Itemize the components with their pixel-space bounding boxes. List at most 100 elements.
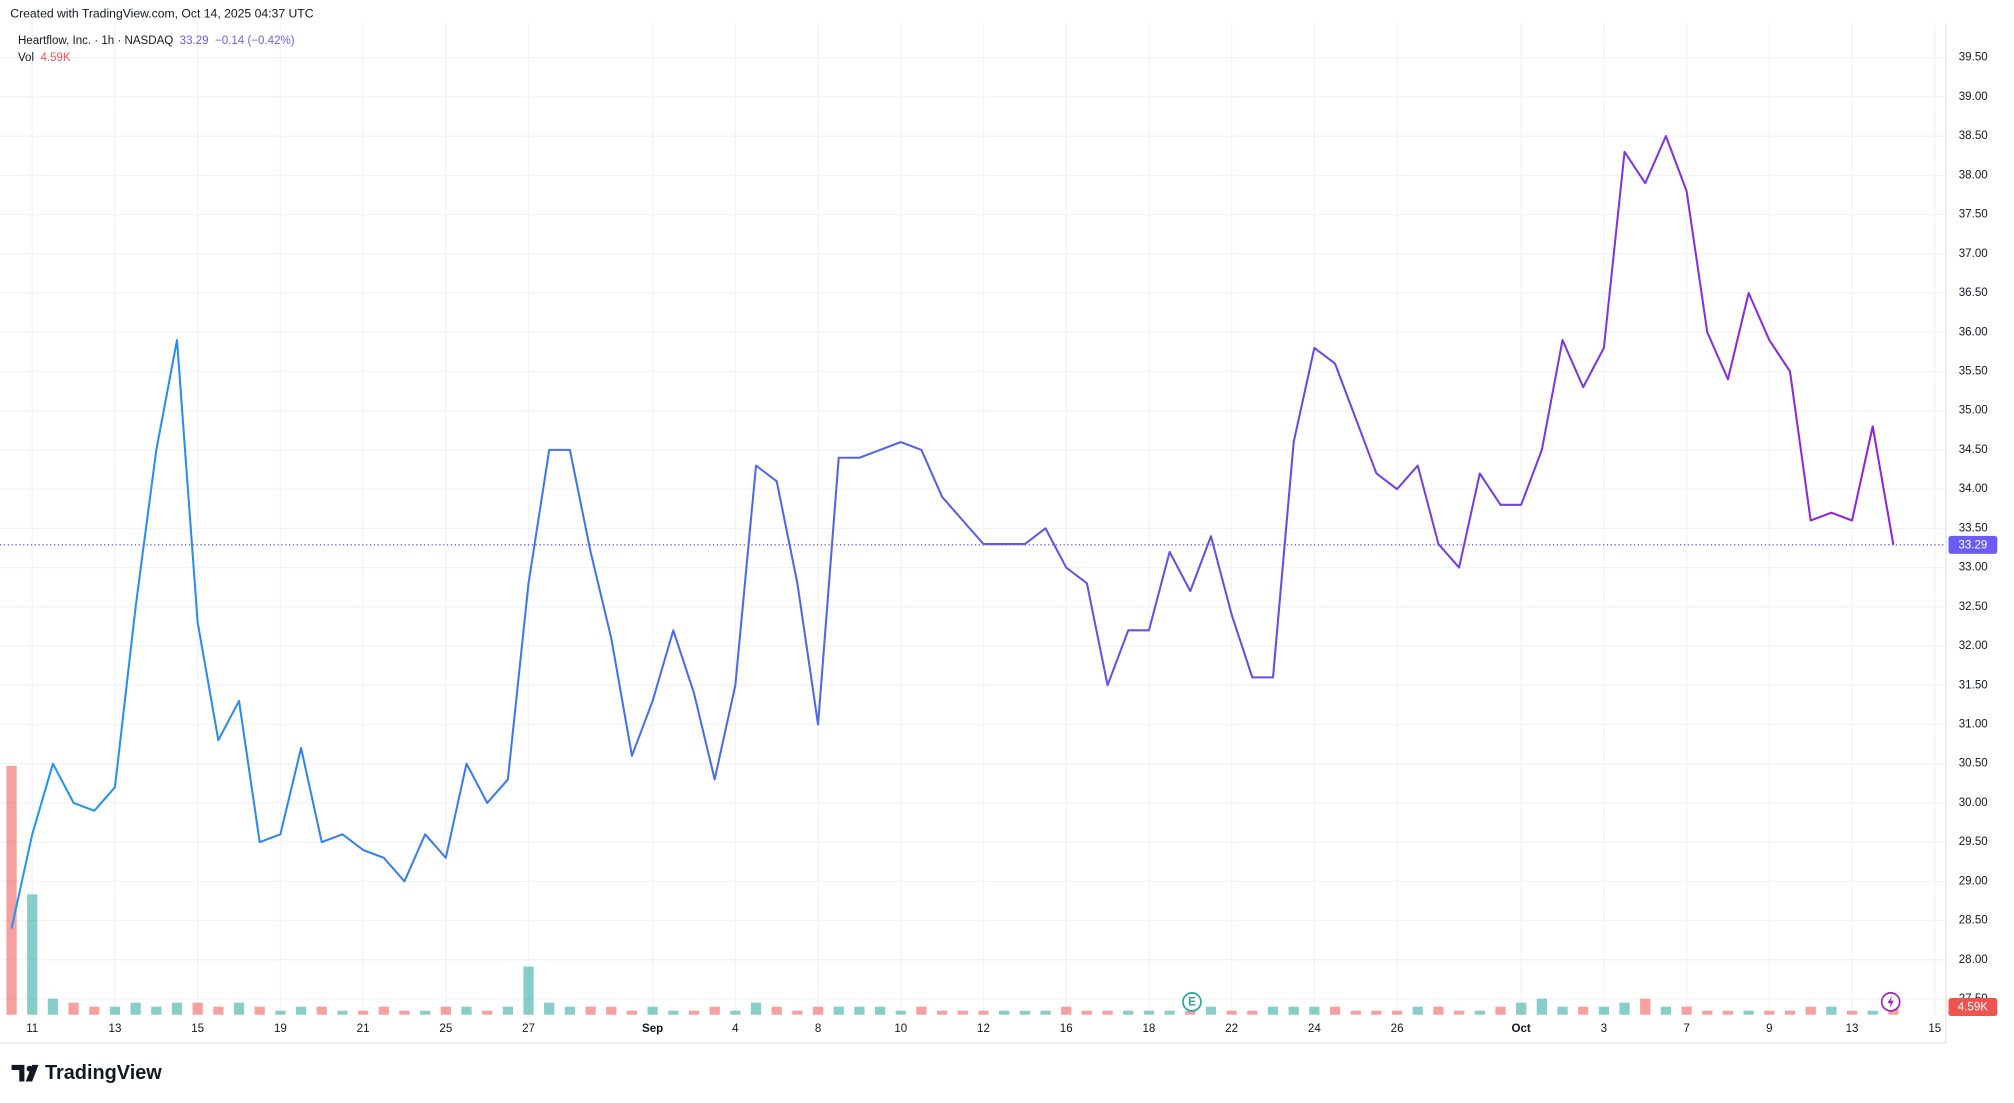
volume-bar [1350, 1010, 1361, 1015]
volume-bar [833, 1006, 844, 1015]
volume-bar [440, 1006, 451, 1015]
last-price-label: 33.29 [1958, 540, 1987, 552]
volume-bar [1123, 1010, 1134, 1015]
volume-bar [1598, 1006, 1610, 1015]
volume-bar [812, 1006, 824, 1015]
volume-bar [1329, 1006, 1341, 1015]
volume-bar [337, 1010, 348, 1015]
volume-bar [1164, 1010, 1175, 1015]
volume-bar [1412, 1006, 1423, 1015]
volume-bar [1619, 1002, 1630, 1015]
x-tick-label: 12 [977, 1023, 990, 1035]
volume-bar [357, 1010, 369, 1015]
volume-bar [295, 1006, 307, 1015]
volume-bar [1764, 1010, 1775, 1015]
volume-label-box [1948, 998, 1998, 1017]
volume-bar [1019, 1010, 1030, 1015]
volume-bar [1640, 998, 1651, 1015]
volume-bar [316, 1006, 327, 1015]
earnings-marker: E [1182, 992, 1202, 1012]
volume-bar [647, 1006, 658, 1015]
x-tick-label: 25 [439, 1023, 452, 1035]
volume-axis-label: 4.59K [1958, 1002, 1988, 1014]
x-tick-label: Sep [642, 1023, 663, 1035]
volume-bar [978, 1010, 989, 1015]
volume-bar [130, 1002, 141, 1015]
volume-bar [47, 998, 59, 1015]
volume-bar [1702, 1010, 1713, 1015]
grid [0, 23, 1946, 1015]
volume-bar [254, 1006, 265, 1015]
last-price-box [1948, 535, 1998, 554]
volume-bar [1226, 1010, 1237, 1015]
volume-bar [1536, 998, 1547, 1015]
brand-name: TradingView [45, 1062, 162, 1084]
volume-bar [1660, 1006, 1672, 1015]
x-tick-label: 27 [522, 1023, 535, 1035]
volume-value: 4.59K [40, 52, 70, 64]
volume-bar [936, 1010, 948, 1015]
volume-bar [192, 1002, 203, 1015]
y-tick-label: 30.00 [1959, 797, 1988, 809]
y-tick-label: 39.00 [1959, 91, 1988, 103]
volume-bar [585, 1006, 596, 1015]
y-tick-label: 31.00 [1959, 719, 1988, 731]
volume-bar [1578, 1006, 1589, 1015]
volume-bar [564, 1006, 576, 1015]
y-tick-label: 33.00 [1959, 562, 1988, 574]
dividend-icon [1880, 992, 1901, 1012]
volume-bar [606, 1006, 617, 1015]
legend-title: Heartflow, Inc. · 1h · NASDAQ 33.29 −0.14 … [18, 35, 295, 47]
volume-name: Vol [18, 52, 34, 64]
x-tick-label: 9 [1766, 1023, 1772, 1035]
volume-bar [502, 1006, 514, 1015]
volume-bar [1061, 1006, 1072, 1015]
y-tick-label: 37.50 [1959, 209, 1988, 221]
volume-bar [1474, 1010, 1485, 1015]
volume-bar [213, 1006, 224, 1015]
volume-bar [399, 1010, 410, 1015]
volume-bar [1495, 1006, 1506, 1015]
volume-bar [1205, 1006, 1217, 1015]
volume-bar [461, 1006, 472, 1015]
y-tick-label: 38.00 [1959, 169, 1988, 181]
x-tick-label: 15 [1928, 1023, 1941, 1035]
volume-bar [420, 1010, 431, 1015]
volume-bar [916, 1006, 927, 1015]
x-tick-label: 3 [1601, 1023, 1607, 1035]
y-tick-label: 32.00 [1959, 640, 1988, 652]
volume-bar [1846, 1010, 1858, 1015]
volume-bar [68, 1002, 79, 1015]
x-tick-label: 24 [1308, 1023, 1321, 1035]
x-tick-label: 13 [1846, 1023, 1859, 1035]
volume-bar [233, 1002, 245, 1015]
x-tick-label: 11 [26, 1023, 38, 1035]
y-tick-label: 35.50 [1959, 366, 1988, 378]
volume-bar [1391, 1010, 1403, 1015]
y-tick-label: 36.00 [1959, 326, 1988, 338]
volume-bar [544, 1002, 555, 1015]
volume-bar [999, 1010, 1010, 1015]
volume-bar [523, 966, 534, 1015]
icon-bolt [1887, 995, 1894, 1009]
y-tick-label: 39.50 [1959, 52, 1988, 64]
x-tick-label: 16 [1060, 1023, 1073, 1035]
volume-bar [750, 1002, 762, 1015]
volume-bar [1743, 1010, 1754, 1015]
y-tick-label: 31.50 [1959, 679, 1988, 691]
x-tick-label: 18 [1143, 1023, 1156, 1035]
volume-bar [895, 1010, 906, 1015]
volume-bar [1867, 1010, 1878, 1015]
volume-bar [89, 1006, 100, 1015]
line-layer [10, 135, 1895, 929]
y-tick-label: 28.50 [1959, 915, 1988, 927]
volume-bar [1040, 1010, 1051, 1015]
x-tick-label: 10 [894, 1023, 907, 1035]
volume-bar [709, 1006, 720, 1015]
y-tick-label: 34.00 [1959, 483, 1988, 495]
y-tick-label: 37.00 [1959, 248, 1988, 260]
y-tick-label: 29.50 [1959, 836, 1988, 848]
volume-bar [1309, 1006, 1320, 1015]
